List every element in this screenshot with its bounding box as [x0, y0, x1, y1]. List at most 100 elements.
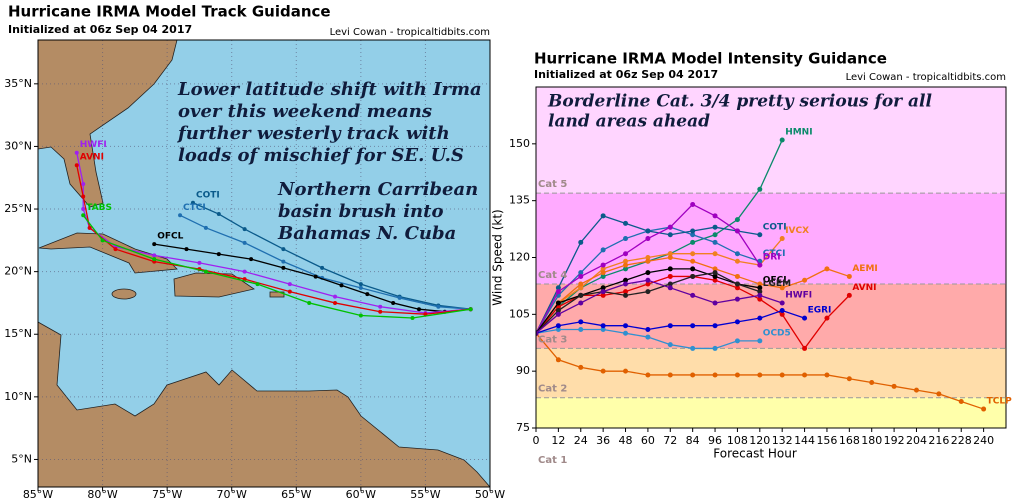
x-tick-label: 50°W [475, 488, 505, 500]
series-point [203, 269, 208, 274]
series-point [734, 251, 740, 257]
x-tick-label: 80°W [87, 488, 117, 500]
series-point [734, 319, 740, 325]
series-point [578, 326, 584, 332]
x-axis-label: Forecast Hour [713, 447, 797, 461]
annotation: Bahamas N. Cuba [277, 223, 456, 244]
x-tick-label: 70°W [217, 488, 247, 500]
series-point [757, 232, 763, 238]
series-point [757, 292, 763, 298]
series-label: DRI [763, 253, 781, 263]
series-point [313, 274, 318, 279]
series-point [824, 372, 830, 378]
series-point [690, 232, 696, 238]
series-label: TABS [86, 203, 112, 213]
x-tick-label: 192 [884, 434, 905, 447]
series-point [152, 257, 157, 262]
x-tick-label: 75°W [152, 488, 182, 500]
series-point [958, 398, 964, 404]
x-tick-label: 216 [928, 434, 949, 447]
series-label: LGEM [763, 279, 791, 289]
x-tick-label: 228 [951, 434, 972, 447]
series-point [623, 289, 629, 295]
series-label: COTI [196, 190, 220, 200]
series-point [757, 315, 763, 321]
x-tick-label: 120 [749, 434, 770, 447]
x-tick-label: 85°W [23, 488, 53, 500]
series-point [623, 220, 629, 226]
series-point [623, 368, 629, 374]
annotation: Lower latitude shift with Irma [177, 79, 482, 100]
annotation: further westerly track with [176, 123, 450, 144]
series-point [645, 228, 651, 234]
series-point [100, 238, 105, 243]
series-point [307, 300, 312, 305]
series-point [712, 372, 718, 378]
series-point [152, 242, 157, 247]
series-point [600, 247, 606, 253]
x-tick-label: 55°W [410, 488, 440, 500]
series-point [578, 364, 584, 370]
series-point [802, 372, 808, 378]
y-axis-label: Wind Speed (kt) [491, 209, 505, 305]
annotation: over this weekend means [178, 101, 432, 122]
series-label: OCD5 [763, 328, 791, 338]
x-tick-label: 12 [551, 434, 565, 447]
series-point [555, 308, 561, 314]
series-label: CTCI [763, 249, 786, 259]
series-point [600, 273, 606, 279]
series-point [578, 281, 584, 287]
x-tick-label: 60 [641, 434, 655, 447]
series-label: AVNI [80, 153, 104, 163]
series-point [712, 239, 718, 245]
series-point [690, 345, 696, 351]
series-point [667, 323, 673, 329]
y-tick-label: 120 [509, 251, 530, 264]
x-tick-label: 36 [596, 434, 610, 447]
series-point [578, 300, 584, 306]
x-tick-label: 72 [663, 434, 677, 447]
y-tick-label: 15°N [4, 327, 32, 340]
series-point [74, 163, 79, 168]
series-point [757, 296, 763, 302]
series-point [712, 273, 718, 279]
series-label: CTCI [183, 203, 206, 213]
series-point [623, 266, 629, 272]
series-point [734, 217, 740, 223]
series-point [757, 289, 763, 295]
category-label: Cat 3 [538, 334, 567, 345]
series-point [600, 266, 606, 272]
plot-frame [535, 86, 1007, 429]
series-line [154, 243, 471, 313]
series-point [255, 282, 260, 287]
series-label: OFCL [157, 232, 183, 242]
series-point [623, 251, 629, 257]
series-point [712, 345, 718, 351]
series-point [690, 228, 696, 234]
series-label: TCLP [987, 397, 1012, 407]
series-point [734, 296, 740, 302]
x-tick-label: 168 [839, 434, 860, 447]
chart-title: Hurricane IRMA Model Track Guidance [8, 3, 331, 21]
series-point [712, 224, 718, 230]
series-point [81, 194, 86, 199]
series-point [358, 285, 363, 290]
series-point [645, 277, 651, 283]
series-point [74, 150, 79, 155]
series-point [645, 326, 651, 332]
series-point [281, 247, 286, 252]
series-point [578, 239, 584, 245]
series-point [690, 239, 696, 245]
series-point [242, 269, 247, 274]
x-tick-label: 24 [574, 434, 588, 447]
series-point [197, 260, 202, 265]
series-point [216, 252, 221, 257]
series-point [667, 342, 673, 348]
series-point [178, 213, 183, 218]
series-point [152, 253, 157, 258]
series-point [397, 295, 402, 300]
series-line [536, 279, 783, 334]
category-band [536, 284, 1006, 349]
series-point [712, 323, 718, 329]
series-point [690, 201, 696, 207]
